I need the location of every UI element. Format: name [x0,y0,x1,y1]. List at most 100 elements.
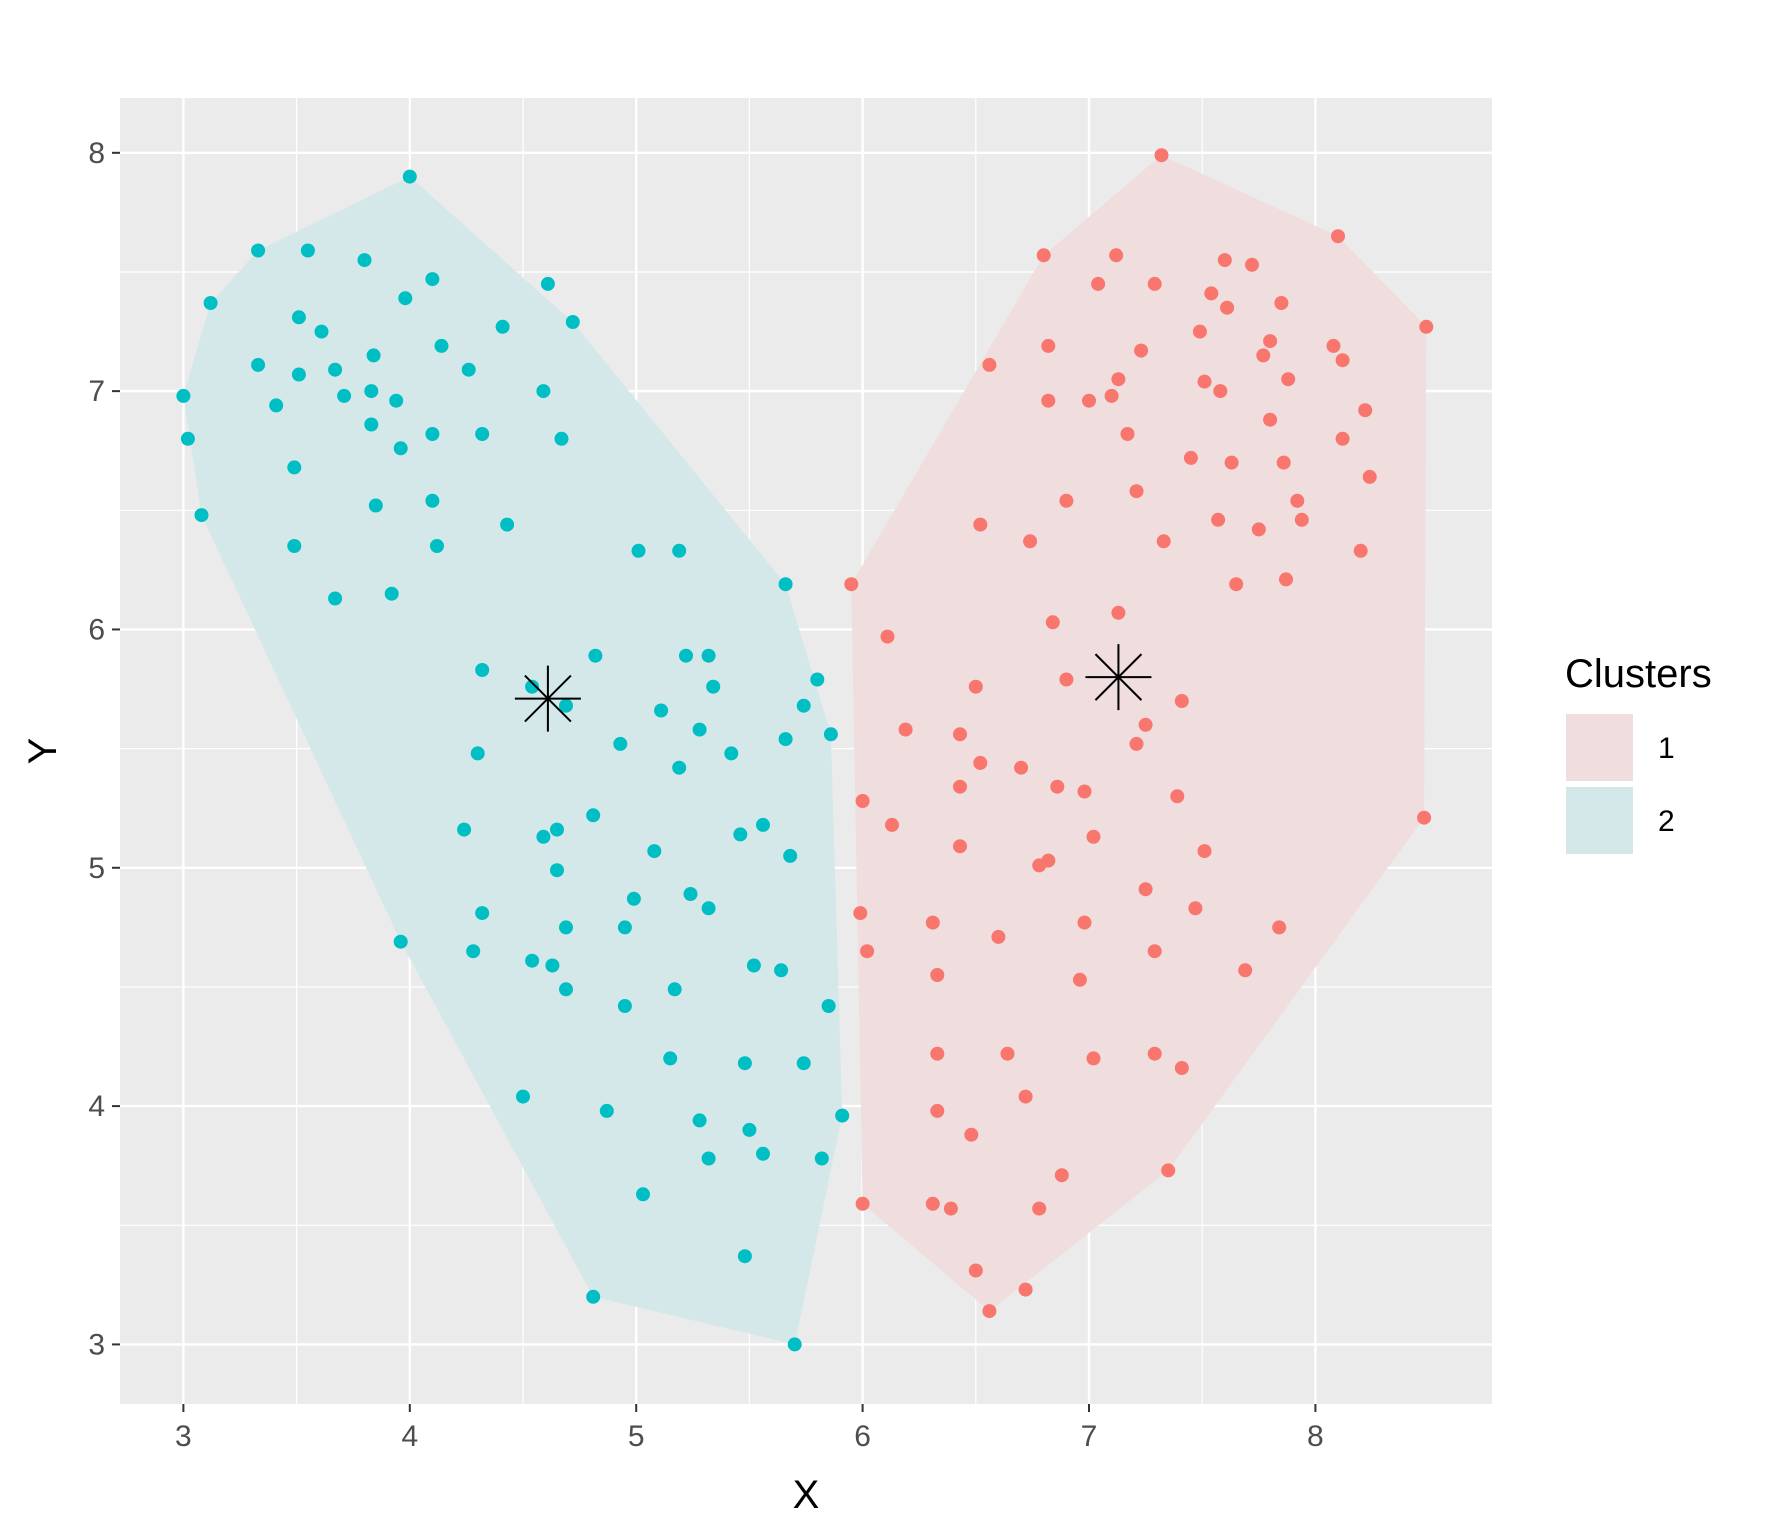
point-cluster-1 [880,629,895,644]
point-cluster-2 [500,517,515,532]
point-cluster-2 [314,324,329,339]
point-cluster-2 [701,901,716,916]
point-cluster-2 [701,648,716,663]
centroid-stroke [524,674,572,723]
point-cluster-1 [1192,324,1207,339]
point-cluster-2 [672,543,687,558]
point-cluster-2 [525,953,540,968]
point-cluster-1 [844,577,859,592]
point-cluster-2 [194,508,209,523]
point-cluster-2 [559,982,573,997]
point-cluster-1 [855,794,870,808]
point-cluster-1 [1326,338,1341,353]
point-cluster-1 [943,1201,958,1216]
point-cluster-1 [1072,972,1087,987]
x-axis: 3 4 5 6 7 8 [175,1404,1324,1453]
point-cluster-2 [667,982,682,997]
point-cluster-2 [364,417,379,432]
point-cluster-2 [706,679,721,694]
point-cluster-2 [810,672,825,687]
point-cluster-1 [1294,512,1309,527]
point-cluster-1 [1220,300,1235,315]
point-cluster-1 [1274,296,1289,310]
point-cluster-2 [475,906,490,921]
point-cluster-2 [384,586,399,601]
point-cluster-2 [393,934,408,949]
point-cluster-2 [466,944,481,959]
point-cluster-2 [617,999,632,1013]
point-cluster-1 [1281,372,1296,387]
point-cluster-1 [1091,276,1106,291]
point-cluster-2 [251,243,266,258]
point-cluster-1 [1272,920,1287,935]
point-cluster-1 [930,1103,945,1118]
point-cluster-1 [1188,901,1203,916]
point-cluster-2 [746,958,761,973]
point-cluster-1 [1086,829,1101,844]
point-cluster-2 [692,1113,707,1128]
point-cluster-1 [1217,253,1232,268]
centroid-cluster-2 [514,665,581,732]
point-cluster-2 [475,427,490,441]
point-cluster-1 [930,1046,945,1061]
cluster-points [176,148,1434,1352]
point-cluster-1 [1174,694,1189,708]
point-cluster-1 [1129,484,1144,499]
point-cluster-2 [536,829,551,844]
point-cluster-1 [1245,257,1259,272]
point-cluster-2 [300,243,315,258]
legend-label-1: 1 [1658,732,1675,765]
point-cluster-1 [1211,512,1226,527]
point-cluster-2 [737,1249,752,1264]
y-axis: 3 4 5 6 7 8 [88,137,120,1361]
point-cluster-2 [287,460,302,475]
point-cluster-2 [328,362,343,377]
point-cluster-2 [176,388,191,403]
point-cluster-1 [1170,789,1185,804]
point-cluster-2 [430,539,444,553]
point-cluster-1 [1045,615,1060,630]
legend-label-2: 2 [1658,805,1675,838]
point-cluster-2 [425,272,440,287]
point-cluster-2 [550,822,564,837]
hull-cluster-2 [183,176,843,1345]
point-cluster-2 [626,891,641,906]
point-cluster-1 [1256,348,1271,363]
point-cluster-2 [461,362,476,377]
point-cluster-1 [1023,534,1038,549]
point-cluster-1 [1018,1089,1033,1104]
point-cluster-1 [1111,372,1126,387]
point-cluster-1 [1229,577,1244,592]
point-cluster-2 [742,1122,757,1137]
point-cluster-2 [617,920,632,935]
point-cluster-1 [953,839,967,854]
point-cluster-1 [1353,543,1368,558]
point-cluster-2 [368,498,383,513]
point-cluster-2 [357,253,372,268]
point-cluster-2 [516,1089,530,1104]
point-cluster-1 [1263,334,1278,349]
point-cluster-1 [982,1304,997,1319]
point-cluster-1 [1147,944,1162,959]
x-tick-label: 5 [628,1420,645,1453]
point-cluster-2 [814,1151,829,1166]
point-cluster-1 [1161,1163,1176,1178]
x-tick-label: 3 [175,1420,192,1453]
point-cluster-1 [1335,353,1350,368]
point-cluster-2 [647,844,662,859]
point-cluster-1 [1251,522,1266,537]
point-cluster-2 [654,703,669,718]
point-cluster-1 [853,906,868,921]
point-cluster-1 [1279,572,1293,587]
x-tick-label: 6 [854,1420,871,1453]
point-cluster-2 [835,1108,850,1123]
point-cluster-2 [525,679,540,694]
point-cluster-1 [1036,248,1051,263]
point-cluster-2 [823,727,838,742]
point-cluster-1 [1138,717,1153,732]
point-cluster-2 [586,1289,601,1304]
point-cluster-1 [1014,760,1029,775]
point-cluster-2 [559,698,573,713]
point-cluster-1 [1120,427,1135,441]
point-cluster-1 [1417,810,1432,825]
